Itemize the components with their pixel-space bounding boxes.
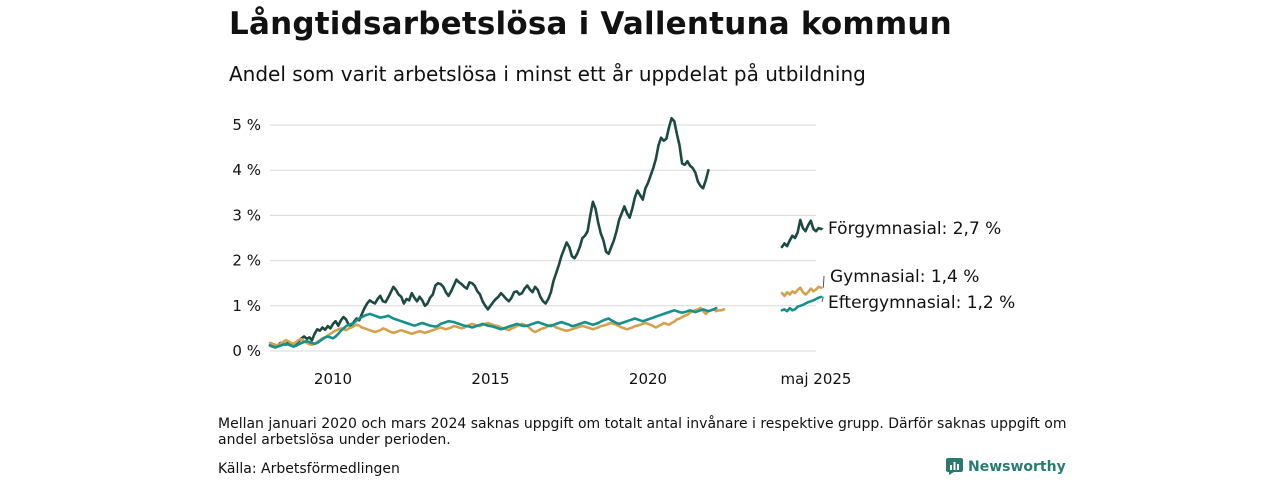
x-tick-label: 2015: [471, 370, 509, 388]
y-tick-label: 2 %: [232, 252, 261, 270]
y-tick-label: 0 %: [232, 342, 261, 360]
series-line-eftergymnasial-0: [268, 306, 718, 349]
x-tick-label: 2020: [629, 370, 667, 388]
leader-line-gymnasial: [822, 275, 825, 288]
leader-line-eftergymnasial: [821, 296, 824, 303]
series-label-forgymnasial: Förgymnasial: 2,7 %: [828, 219, 1001, 239]
leader-line-forgymnasial: [821, 227, 824, 230]
series-line-forgymnasial-0: [268, 116, 710, 349]
brand-name: Newsworthy: [968, 458, 1066, 475]
series-label-gymnasial: Gymnasial: 1,4 %: [830, 267, 979, 287]
footnote: Mellan januari 2020 och mars 2024 saknas…: [218, 416, 1067, 448]
series-line-eftergymnasial-1: [780, 295, 823, 313]
y-tick-label: 1 %: [232, 297, 261, 315]
y-tick-label: 5 %: [232, 116, 261, 134]
x-axis: 2010 2015 2020 maj 2025: [314, 370, 852, 388]
series-lines: [268, 116, 823, 349]
y-tick-label: 3 %: [232, 206, 261, 224]
newsworthy-logo-icon: [946, 458, 963, 475]
series-line-forgymnasial-1: [780, 218, 823, 249]
source-text: Källa: Arbetsförmedlingen: [218, 461, 400, 477]
brand-logo: Newsworthy: [946, 458, 1066, 475]
x-tick-label: 2010: [314, 370, 352, 388]
series-line-gymnasial-1: [780, 285, 823, 298]
gridlines: 0 % 1 % 2 % 3 % 4 % 5 %: [232, 116, 816, 360]
series-label-eftergymnasial: Eftergymnasial: 1,2 %: [828, 293, 1015, 313]
x-tick-label: maj 2025: [781, 370, 852, 388]
series-labels: Förgymnasial: 2,7 % Gymnasial: 1,4 % Efter…: [821, 219, 1015, 313]
chart-title: Långtidsarbetslösa i Vallentuna kommun: [229, 6, 952, 42]
chart-subtitle: Andel som varit arbetslösa i minst ett å…: [229, 62, 866, 86]
series-line-gymnasial-0: [268, 306, 726, 347]
y-tick-label: 4 %: [232, 161, 261, 179]
